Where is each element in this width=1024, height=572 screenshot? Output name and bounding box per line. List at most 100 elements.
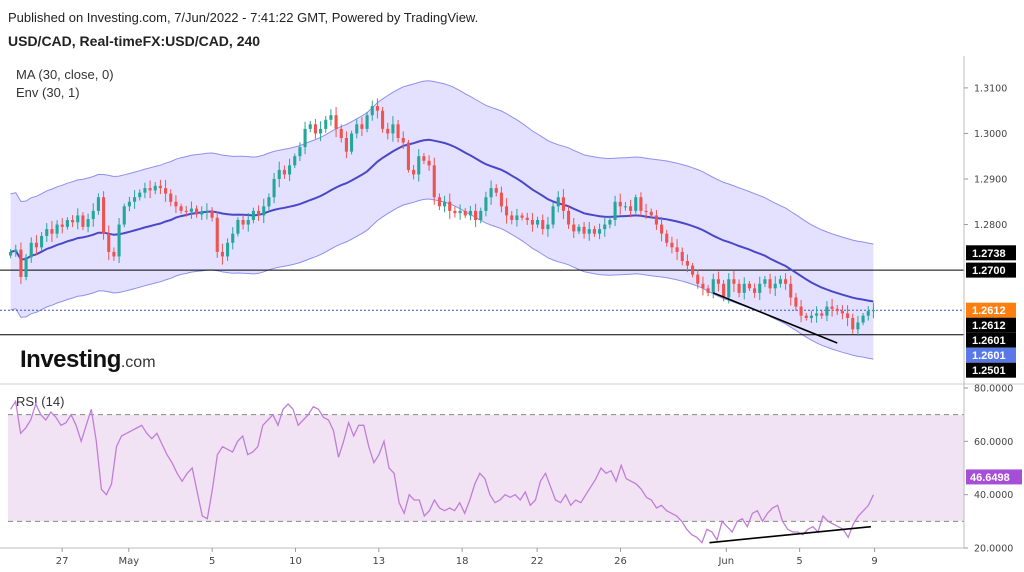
candle-102 xyxy=(530,212,534,232)
candle-body xyxy=(133,197,137,202)
candle-body xyxy=(660,224,664,234)
candle-68 xyxy=(355,119,359,139)
candle-body xyxy=(406,142,410,170)
candle-36 xyxy=(189,201,193,219)
price-tag-label: 1.2601 xyxy=(972,350,1006,362)
candle-body xyxy=(65,220,69,227)
candle-8 xyxy=(45,223,49,242)
candle-121 xyxy=(629,199,633,218)
candle-body xyxy=(148,188,152,191)
price-tag: 1.2601 xyxy=(966,332,1016,348)
candle-body xyxy=(360,124,364,129)
candle-163 xyxy=(846,305,850,327)
candle-168 xyxy=(871,303,875,319)
candle-136 xyxy=(706,285,710,297)
candle-body xyxy=(716,279,720,284)
candle-body xyxy=(417,156,421,175)
candle-24 xyxy=(127,196,131,212)
candle-body xyxy=(386,128,390,134)
candle-body xyxy=(799,306,803,316)
candle-90 xyxy=(468,205,472,221)
candle-body xyxy=(592,229,596,234)
candle-body xyxy=(701,283,705,289)
candle-body xyxy=(205,210,209,212)
price-tag-box xyxy=(966,262,1016,278)
candle-135 xyxy=(701,276,705,296)
time-tick-label: 22 xyxy=(531,556,544,567)
candle-5 xyxy=(29,237,33,263)
candle-32 xyxy=(169,189,173,207)
candle-body xyxy=(629,206,633,211)
logo-suffix: .com xyxy=(120,354,156,371)
candle-body xyxy=(365,115,369,129)
price-tag: 1.2501 xyxy=(966,362,1016,378)
candle-body xyxy=(830,306,834,309)
time-tick-label: 26 xyxy=(614,556,627,567)
candle-57 xyxy=(298,142,302,162)
symbol-title: USD/CAD, Real-timeFX:USD/CAD, 240 xyxy=(8,33,261,49)
candle-body xyxy=(164,188,168,194)
published-note: Published on Investing.com, 7/Jun/2022 -… xyxy=(8,10,479,25)
candle-body xyxy=(19,249,23,277)
candle-110 xyxy=(572,217,576,238)
price-trendline xyxy=(712,292,838,344)
candle-47 xyxy=(246,212,250,232)
candle-79 xyxy=(412,164,416,180)
candle-12 xyxy=(65,217,69,230)
candle-body xyxy=(396,124,400,138)
candle-body xyxy=(339,128,343,138)
candle-body xyxy=(288,165,292,175)
candle-70 xyxy=(365,111,369,133)
candle-87 xyxy=(453,206,457,218)
candle-13 xyxy=(71,215,75,228)
candle-29 xyxy=(153,182,157,195)
candle-73 xyxy=(381,106,385,133)
candle-61 xyxy=(319,121,323,142)
candle-body xyxy=(174,201,178,207)
candle-body xyxy=(437,197,441,207)
candle-115 xyxy=(598,223,602,240)
candle-body xyxy=(768,279,772,289)
candle-body xyxy=(654,215,658,225)
candle-body xyxy=(536,220,540,225)
time-tick-label: 5 xyxy=(796,556,802,567)
candle-body xyxy=(567,210,571,225)
price-tag-label: 1.2501 xyxy=(972,365,1006,377)
candle-body xyxy=(448,201,452,211)
candle-body xyxy=(391,124,395,134)
candle-157 xyxy=(815,306,819,323)
candle-28 xyxy=(148,180,152,199)
candle-body xyxy=(546,224,550,230)
candle-body xyxy=(231,233,235,243)
rsi-legend[interactable]: RSI (14) xyxy=(16,394,65,409)
candle-122 xyxy=(634,194,638,214)
env-legend[interactable]: Env (30, 1) xyxy=(16,85,80,100)
candle-body xyxy=(24,257,28,277)
ma-legend[interactable]: MA (30, close, 0) xyxy=(16,67,114,82)
price-pane xyxy=(0,80,964,360)
candle-149 xyxy=(773,276,777,296)
candle-144 xyxy=(747,281,751,292)
candle-14 xyxy=(76,208,80,230)
candle-body xyxy=(856,322,860,330)
candle-body xyxy=(293,156,297,166)
candle-body xyxy=(515,215,519,220)
candle-body xyxy=(127,201,131,207)
candle-body xyxy=(432,165,436,198)
candle-25 xyxy=(133,190,137,209)
candle-body xyxy=(257,210,261,216)
candle-54 xyxy=(282,165,286,179)
candle-body xyxy=(303,128,307,148)
candle-body xyxy=(644,210,648,212)
candle-7 xyxy=(40,232,44,252)
logo-brand: Investing xyxy=(20,346,121,373)
price-tag-box xyxy=(966,362,1016,378)
candle-85 xyxy=(443,195,447,213)
candle-body xyxy=(313,124,317,134)
candle-body xyxy=(370,106,374,116)
candle-143 xyxy=(742,277,746,300)
candle-133 xyxy=(691,262,695,278)
rsi-trendline xyxy=(709,525,872,544)
price-tag: 1.2612 xyxy=(966,317,1016,333)
